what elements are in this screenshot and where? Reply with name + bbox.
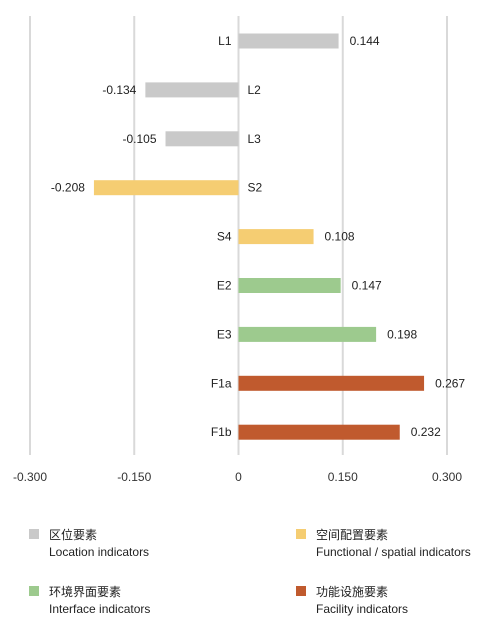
category-label: L3 bbox=[248, 132, 262, 146]
bar-l2 bbox=[145, 82, 239, 98]
legend-swatch-spatial bbox=[296, 529, 306, 539]
value-label: -0.208 bbox=[51, 181, 85, 195]
value-label: 0.198 bbox=[387, 327, 417, 341]
value-label: -0.134 bbox=[102, 83, 136, 97]
category-label: E2 bbox=[217, 279, 232, 293]
bar-f1a bbox=[238, 375, 425, 391]
legend-label-en: Location indicators bbox=[49, 545, 150, 559]
legend-label-cn: 区位要素 bbox=[49, 528, 98, 542]
x-axis-ticks: -0.300 -0.150 0 0.150 0.300 bbox=[13, 470, 462, 484]
bar-l3 bbox=[165, 131, 239, 147]
value-label: 0.267 bbox=[435, 376, 465, 390]
x-tick-label: -0.150 bbox=[117, 470, 151, 484]
bar-f1b bbox=[238, 424, 400, 440]
legend-swatch-interface bbox=[29, 586, 39, 596]
category-label: E3 bbox=[217, 327, 232, 341]
category-label: F1b bbox=[211, 425, 232, 439]
legend-label-en: Interface indicators bbox=[49, 602, 151, 616]
category-label: S4 bbox=[217, 230, 232, 244]
legend-label-en: Functional / spatial indicators bbox=[316, 545, 471, 559]
x-tick-label: 0 bbox=[235, 470, 242, 484]
legend-swatch-location bbox=[29, 529, 39, 539]
x-tick-label: -0.300 bbox=[13, 470, 47, 484]
category-label: F1a bbox=[211, 376, 232, 390]
value-label: 0.144 bbox=[350, 34, 380, 48]
legend-label-cn: 环境界面要素 bbox=[49, 585, 122, 599]
category-label: L1 bbox=[218, 34, 232, 48]
value-label: 0.147 bbox=[352, 279, 382, 293]
bar-s2 bbox=[93, 180, 239, 196]
legend-label-cn: 空间配置要素 bbox=[316, 528, 389, 542]
labels: L1 0.144 L2 -0.134 L3 -0.105 S2 -0.208 S4 0.108 E2… bbox=[51, 34, 466, 439]
category-label: S2 bbox=[248, 181, 263, 195]
category-label: L2 bbox=[248, 83, 262, 97]
bar-e2 bbox=[238, 278, 341, 293]
legend-label-en: Facility indicators bbox=[316, 602, 409, 616]
bar-e3 bbox=[238, 326, 377, 342]
legend: 区位要素 Location indicators 空间配置要素 Function… bbox=[0, 515, 494, 631]
value-label: 0.232 bbox=[411, 425, 441, 439]
x-tick-label: 0.150 bbox=[328, 470, 358, 484]
bars bbox=[93, 33, 425, 440]
bar-chart: L1 0.144 L2 -0.134 L3 -0.105 S2 -0.208 S4 0.108 E2… bbox=[13, 16, 466, 484]
value-label: 0.108 bbox=[325, 230, 355, 244]
legend-swatch-facility bbox=[296, 586, 306, 596]
bar-s4 bbox=[238, 229, 314, 245]
bar-l1 bbox=[238, 33, 339, 49]
value-label: -0.105 bbox=[122, 132, 156, 146]
legend-label-cn: 功能设施要素 bbox=[316, 585, 389, 599]
x-tick-label: 0.300 bbox=[432, 470, 462, 484]
